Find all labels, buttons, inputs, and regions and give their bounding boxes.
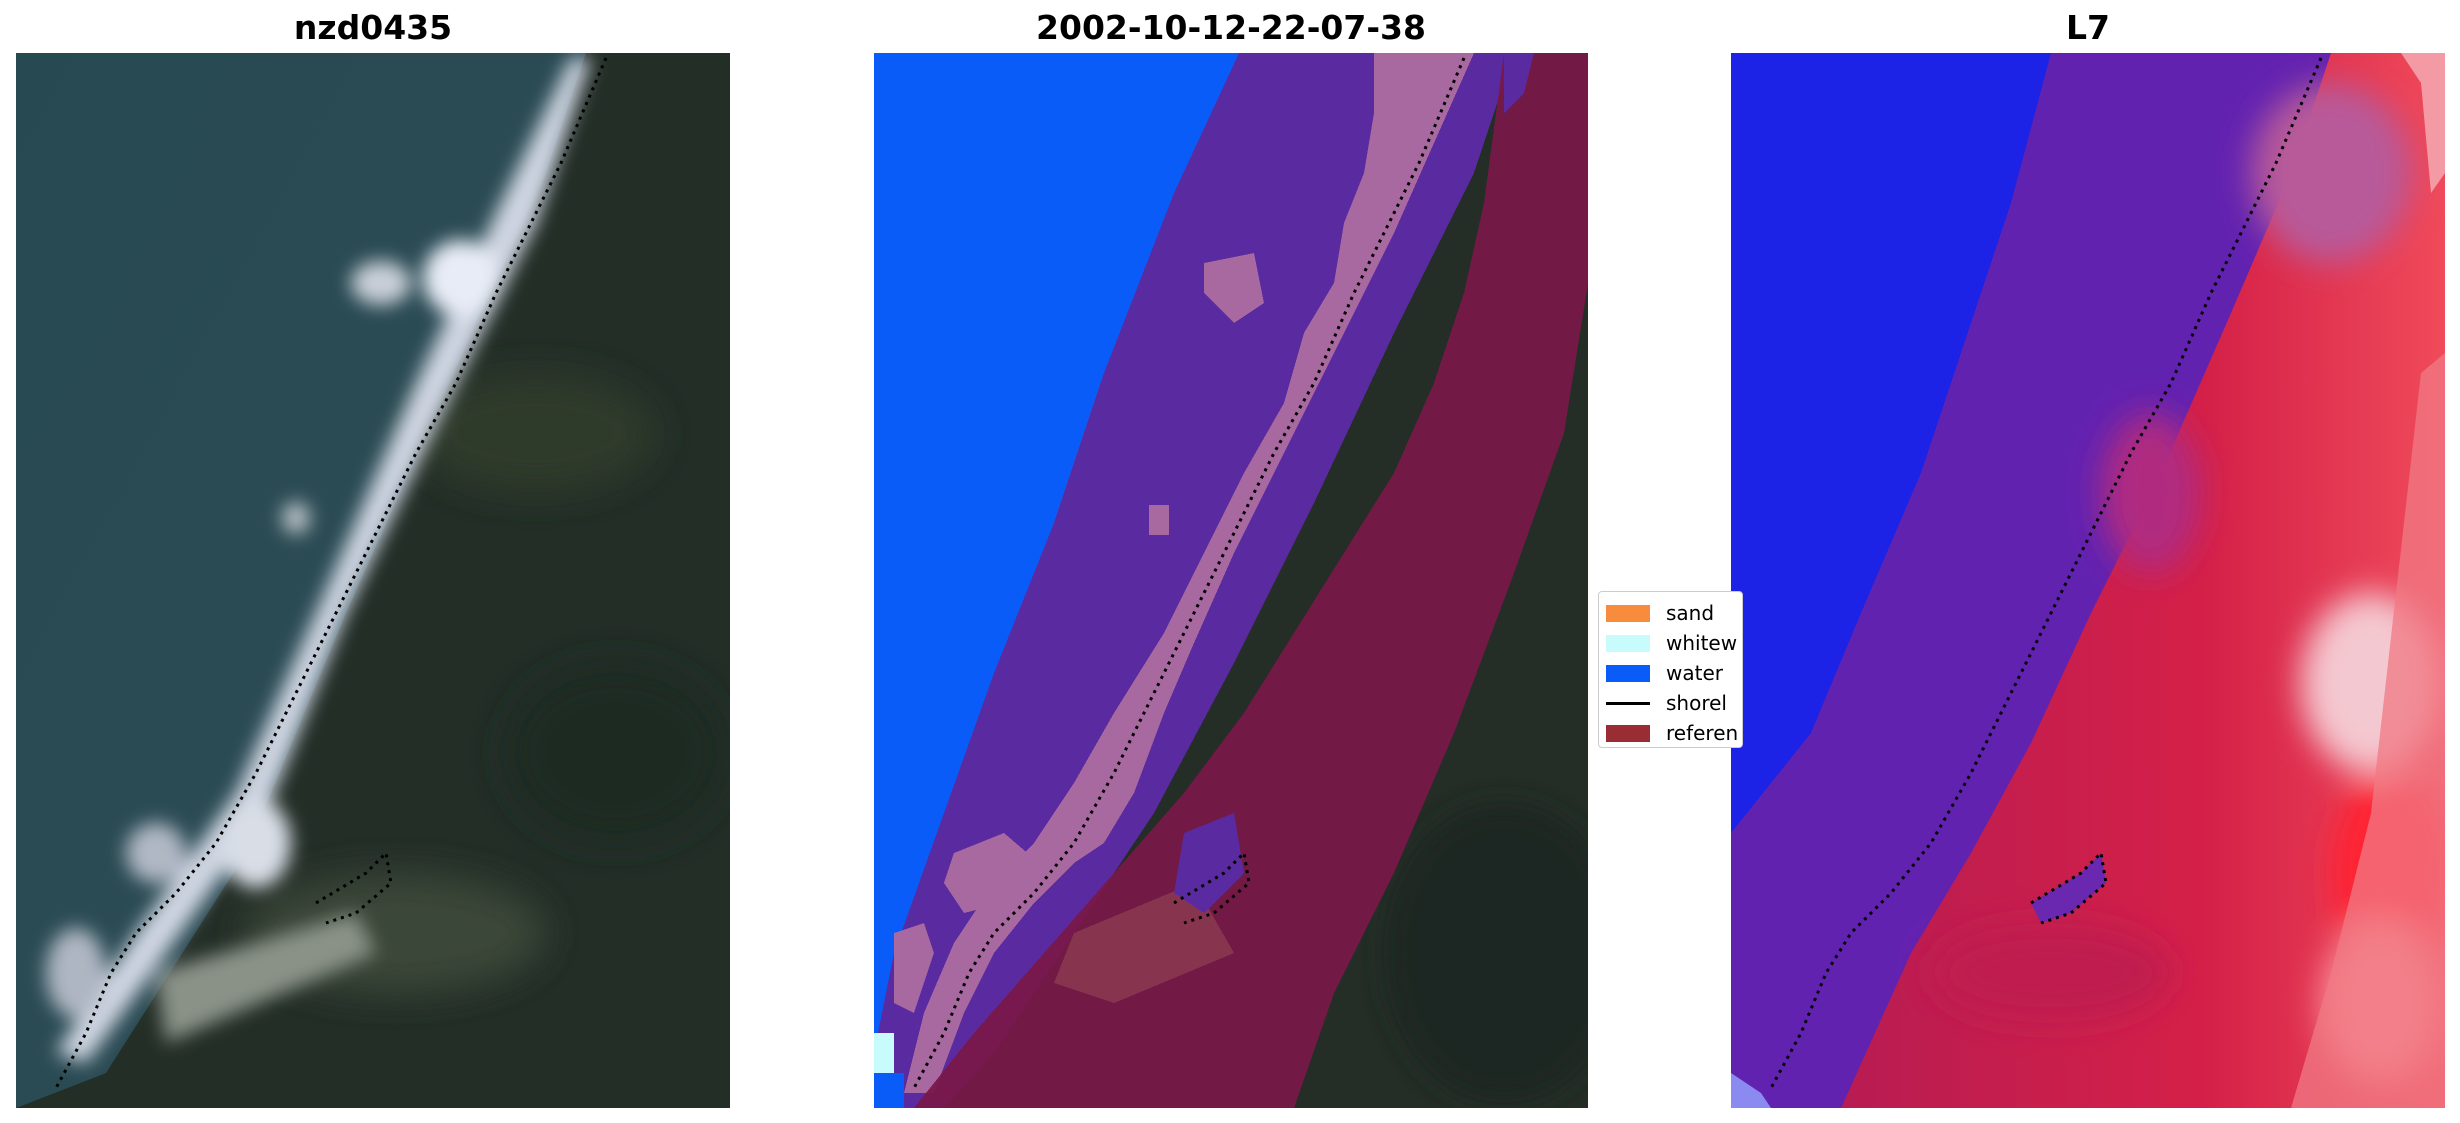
legend-item-water: water — [1606, 658, 1742, 688]
index-image — [1731, 53, 2445, 1108]
legend-swatch-whitewater — [1606, 634, 1650, 652]
legend-item-whitewater: whitew — [1606, 628, 1742, 658]
legend-swatch-sand — [1606, 604, 1650, 622]
water-region — [874, 53, 1239, 1108]
classification-image — [874, 53, 1588, 1108]
index-purple-band — [1731, 53, 2331, 1108]
panel-title-rgb: nzd0435 — [293, 8, 453, 47]
legend-item-shoreline: shorel — [1606, 688, 1742, 718]
reference-region — [914, 53, 1588, 1108]
shoreline-line — [54, 57, 608, 1089]
panel-title-classification: 2002-10-12-22-07-38 — [1036, 8, 1426, 47]
legend-swatch-shoreline — [1606, 701, 1650, 705]
panel-title-index: L7 — [2066, 8, 2110, 47]
legend: sand whitew water shorel referen — [1598, 591, 1743, 748]
legend-item-sand: sand — [1606, 598, 1742, 628]
legend-swatch-water — [1606, 664, 1650, 682]
legend-swatch-reference — [1606, 724, 1650, 742]
legend-item-reference: referen — [1606, 718, 1742, 747]
rgb-satellite-image — [16, 53, 730, 1108]
